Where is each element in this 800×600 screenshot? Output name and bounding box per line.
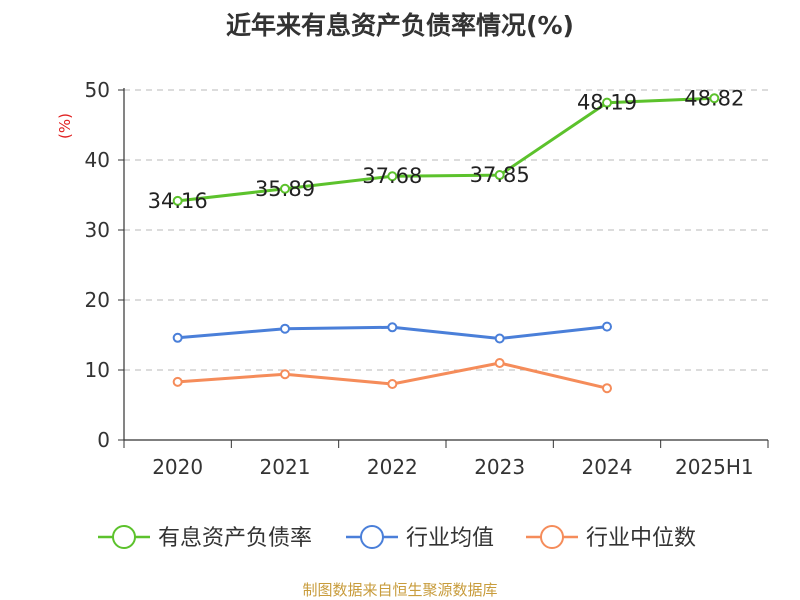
y-tick-label: 20: [85, 288, 110, 312]
data-label: 37.68: [362, 164, 422, 188]
data-label: 48.82: [684, 86, 744, 110]
y-tick-label: 50: [85, 78, 110, 102]
data-label: 48.19: [577, 91, 637, 115]
data-point: [602, 383, 612, 394]
data-point: [280, 369, 290, 380]
x-tick-label: 2024: [582, 455, 633, 479]
data-point: [280, 183, 290, 194]
data-point: [172, 195, 183, 206]
data-point: [280, 323, 290, 334]
legend-marker: [112, 525, 136, 549]
y-tick-label: 30: [85, 218, 110, 242]
y-tick-label: 40: [85, 148, 110, 172]
legend-label: 有息资产负债率: [158, 526, 312, 551]
y-tick-label: 0: [97, 428, 110, 452]
data-point: [387, 171, 398, 182]
x-tick-label: 2025H1: [675, 455, 754, 479]
legend-marker: [360, 525, 384, 549]
data-label: 37.85: [470, 163, 530, 187]
data-label: 35.89: [255, 177, 315, 201]
legend-marker: [540, 525, 564, 549]
data-point: [494, 170, 505, 181]
data-point: [494, 333, 505, 344]
data-point: [172, 376, 183, 387]
x-tick-label: 2021: [260, 455, 311, 479]
data-point: [387, 379, 398, 389]
data-point: [387, 322, 398, 333]
data-point: [602, 97, 612, 108]
legend-label: 行业均值: [406, 526, 494, 551]
data-point: [494, 358, 505, 368]
data-point: [709, 93, 720, 104]
source-note: 制图数据来自恒生聚源数据库: [302, 581, 498, 599]
y-axis-label: (%): [56, 113, 74, 139]
y-tick-label: 10: [85, 358, 110, 382]
data-point: [172, 332, 183, 343]
x-tick-label: 2020: [152, 455, 203, 479]
x-tick-label: 2022: [367, 455, 418, 479]
data-point: [602, 321, 612, 332]
chart-title: 近年来有息资产负债率情况(%): [226, 11, 574, 40]
series-line-0: [177, 96, 715, 203]
data-label: 34.16: [148, 189, 208, 213]
x-tick-label: 2023: [474, 455, 525, 479]
legend-label: 行业中位数: [586, 526, 696, 551]
